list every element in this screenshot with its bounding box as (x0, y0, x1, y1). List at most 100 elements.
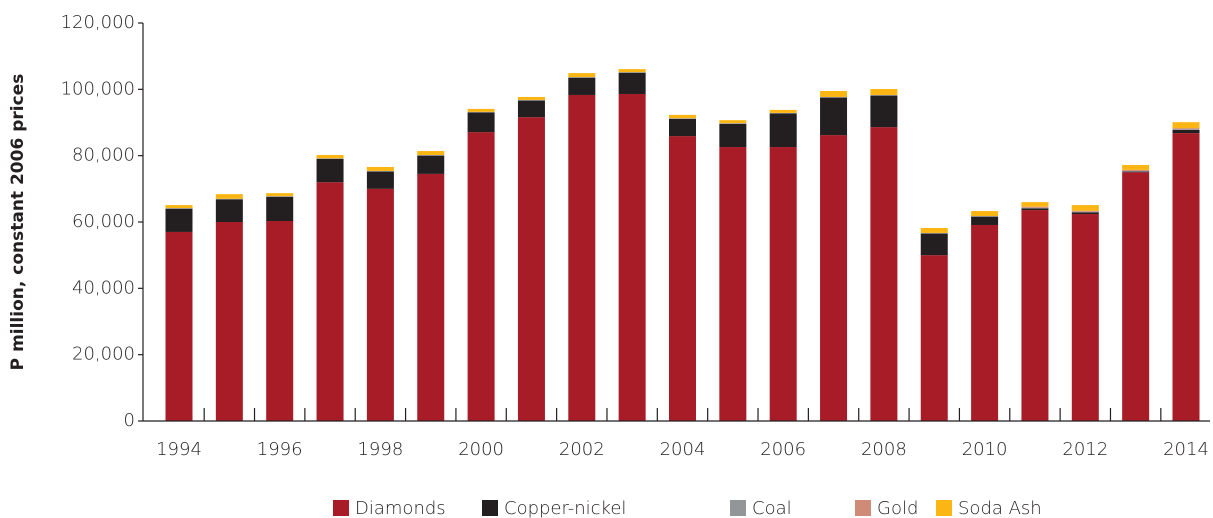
bar-segment (971, 224, 999, 421)
bar-segment (215, 222, 243, 421)
bar-segment (215, 194, 243, 199)
bar-segment (1122, 170, 1150, 172)
bar-segment (467, 112, 495, 133)
bar-segment (618, 72, 646, 73)
x-tick-label: 1998 (357, 439, 403, 460)
legend-label: Copper-nickel (504, 498, 626, 518)
bar-segment (719, 123, 747, 148)
bar-segment (971, 211, 999, 217)
bar-segment (165, 208, 193, 232)
bar-segment (1172, 128, 1200, 130)
bar-segment (820, 96, 848, 98)
legend-label: Diamonds (355, 498, 446, 518)
bar-segment (669, 114, 696, 119)
bar-segment (266, 196, 294, 222)
x-tick-label: 1994 (156, 439, 202, 460)
bar-segment (1122, 169, 1150, 171)
bar-segment (1172, 129, 1200, 130)
bar-segment (669, 118, 696, 137)
x-tick-label: 2014 (1163, 439, 1209, 460)
bar-segment (366, 171, 394, 189)
legend-label: Soda Ash (958, 498, 1042, 518)
bar-segment (316, 155, 344, 159)
bar-segment (517, 100, 545, 118)
bar-segment (517, 99, 545, 101)
bar-segment (165, 231, 193, 421)
bar-segment (366, 188, 394, 421)
x-tick-label: 2004 (660, 439, 706, 460)
x-tick-label: 2000 (458, 439, 504, 460)
bar-segment (215, 198, 243, 200)
bar-segment (769, 147, 797, 421)
bar-segment (266, 196, 294, 197)
bar-segment (920, 232, 948, 234)
bar-segment (719, 123, 747, 124)
bar-segment (266, 193, 294, 197)
bar-segment (1021, 206, 1049, 208)
bar-segment (215, 199, 243, 222)
bar-segment (568, 77, 596, 95)
bar-segment (165, 208, 193, 209)
bar-segment (467, 111, 495, 113)
bar-segment (316, 182, 344, 421)
y-tick-label: 120,000 (61, 12, 135, 33)
bar-segment (719, 147, 747, 421)
bar-segment (870, 89, 898, 95)
bar-segment (366, 170, 394, 172)
bar-segment (820, 135, 848, 421)
bar-segment (618, 72, 646, 94)
bar-segment (1122, 172, 1150, 421)
bar-segment (820, 90, 848, 97)
bar-segment (1071, 212, 1099, 215)
bar-segment (920, 227, 948, 233)
legend-swatch (936, 500, 952, 516)
x-tick-label: 2008 (861, 439, 907, 460)
bar-segment (266, 221, 294, 421)
bar-segment (1172, 133, 1200, 421)
bar-segment (1021, 207, 1049, 209)
bar-segment (417, 155, 445, 156)
bar-segment (1172, 122, 1200, 129)
bar-segment (820, 97, 848, 136)
legend-label: Coal (752, 498, 792, 518)
bar-segment (467, 132, 495, 421)
bar-segment (1122, 164, 1150, 170)
bar-segment (1021, 202, 1049, 207)
bar-segment (568, 94, 596, 421)
bar-segment (870, 95, 898, 128)
bar-segment (1071, 210, 1099, 212)
bar-segment (1071, 214, 1099, 421)
y-tick-label: 60,000 (72, 211, 135, 232)
bar-segment (568, 77, 596, 78)
legend-swatch (482, 500, 498, 516)
bar-segment (1021, 210, 1049, 421)
x-tick-label: 2002 (559, 439, 605, 460)
y-tick-label: 80,000 (72, 145, 135, 166)
x-tick-label: 1996 (257, 439, 303, 460)
bar-segment (1122, 171, 1150, 173)
bar-segment (417, 173, 445, 421)
bar-segment (769, 113, 797, 148)
bar-segment (618, 69, 646, 73)
bar-segment (920, 233, 948, 256)
bar-segment (1021, 208, 1049, 211)
bar-segment (568, 73, 596, 78)
bar-segment (769, 109, 797, 113)
legend-swatch (730, 500, 746, 516)
y-axis-label: P million, constant 2006 prices (8, 74, 28, 371)
bar-segment (1071, 205, 1099, 211)
x-tick-label: 2006 (760, 439, 806, 460)
legend-swatch (333, 500, 349, 516)
y-tick-label: 100,000 (61, 78, 135, 99)
bar-segment (870, 127, 898, 421)
y-tick-label: 40,000 (72, 277, 135, 298)
bar-segment (870, 94, 898, 96)
legend-label: Gold (877, 498, 918, 518)
bar-segment (669, 136, 696, 421)
bar-segment (920, 255, 948, 421)
bar-segment (316, 158, 344, 159)
bar-segment (971, 216, 999, 217)
bar-segment (366, 166, 394, 171)
legend-swatch (855, 500, 871, 516)
bar-segment (417, 155, 445, 174)
